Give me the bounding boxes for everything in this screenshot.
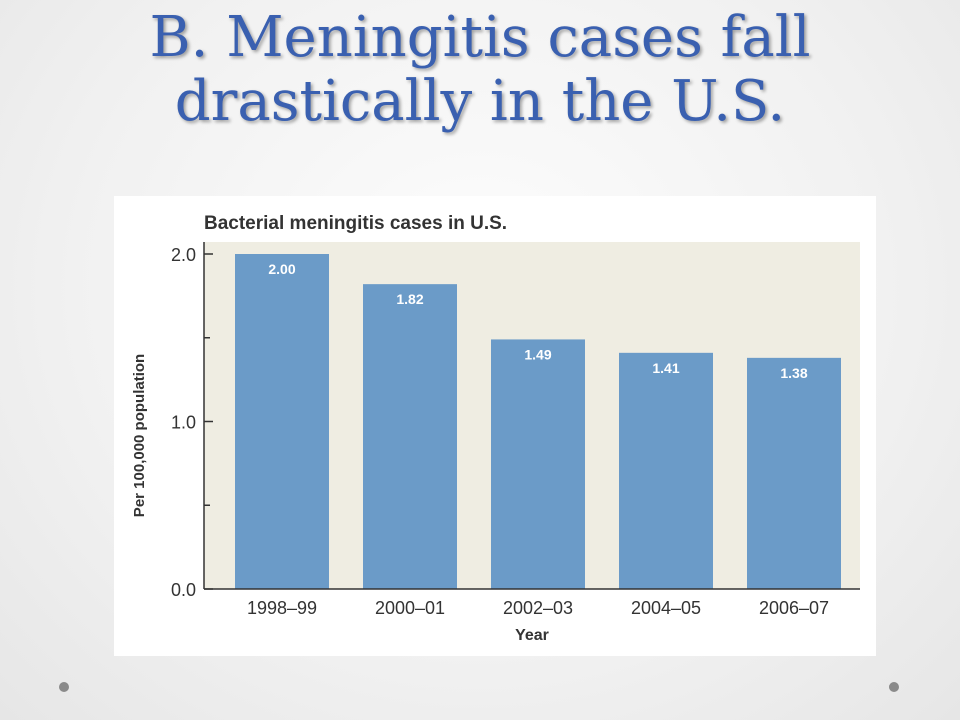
bullet-dot-left: [59, 682, 69, 692]
bar-value-label: 1.49: [524, 346, 551, 362]
x-tick-label: 2000–01: [375, 598, 445, 618]
x-tick-label: 2004–05: [631, 598, 701, 618]
x-axis-label: Year: [515, 627, 549, 644]
chart-panel: Bacterial meningitis cases in U.S. 2.00 1…: [114, 196, 876, 656]
x-tick-label: 1998–99: [247, 598, 317, 618]
y-tick-label: 0.0: [171, 580, 196, 600]
slide-title: B. Meningitis cases fall drastically in …: [0, 6, 960, 134]
bar-chart: Bacterial meningitis cases in U.S. 2.00 1…: [131, 213, 860, 644]
bar-value-label: 1.82: [396, 291, 423, 307]
x-tick-label: 2006–07: [759, 598, 829, 618]
slide-title-line-2: drastically in the U.S.: [174, 69, 786, 134]
bar: [491, 339, 585, 589]
bar: [235, 254, 329, 589]
x-tick-label: 2002–03: [503, 598, 573, 618]
bullet-dot-right: [889, 682, 899, 692]
chart-title: Bacterial meningitis cases in U.S.: [204, 213, 507, 234]
bar: [747, 357, 841, 589]
bar-value-label: 2.00: [268, 261, 295, 277]
y-tick-label: 2.0: [171, 245, 196, 265]
y-axis-label: Per 100,000 population: [131, 354, 148, 517]
y-tick-label: 1.0: [171, 413, 196, 433]
slide-title-line-1: B. Meningitis cases fall: [149, 5, 811, 70]
bar: [619, 352, 713, 589]
bar-value-label: 1.41: [652, 360, 679, 376]
bar-value-label: 1.38: [780, 365, 807, 381]
bar: [363, 284, 457, 589]
